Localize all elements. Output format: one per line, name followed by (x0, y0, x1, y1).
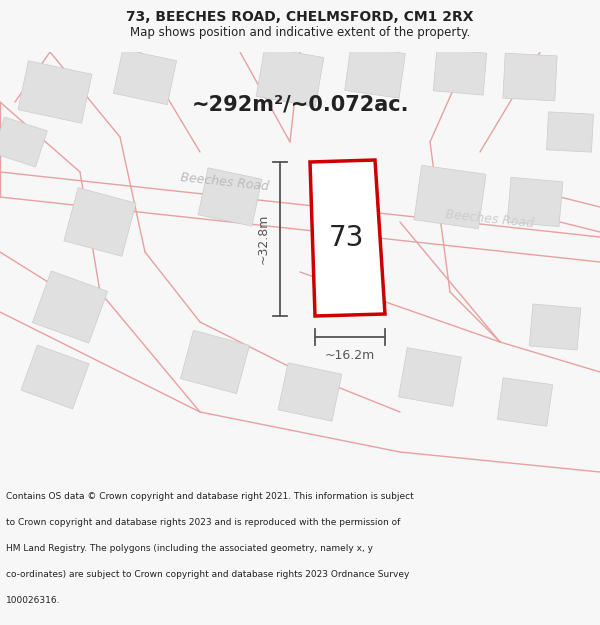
Polygon shape (507, 177, 563, 227)
Text: co-ordinates) are subject to Crown copyright and database rights 2023 Ordnance S: co-ordinates) are subject to Crown copyr… (6, 570, 409, 579)
Text: to Crown copyright and database rights 2023 and is reproduced with the permissio: to Crown copyright and database rights 2… (6, 518, 400, 527)
Polygon shape (414, 165, 486, 229)
Text: 73, BEECHES ROAD, CHELMSFORD, CM1 2RX: 73, BEECHES ROAD, CHELMSFORD, CM1 2RX (126, 11, 474, 24)
Polygon shape (344, 46, 406, 98)
Text: ~16.2m: ~16.2m (325, 349, 375, 362)
Text: 73: 73 (329, 224, 364, 252)
Polygon shape (64, 188, 136, 256)
Text: ~32.8m: ~32.8m (257, 214, 270, 264)
Text: 100026316.: 100026316. (6, 596, 61, 605)
Polygon shape (198, 168, 262, 226)
Text: Beeches Road: Beeches Road (180, 171, 270, 193)
Polygon shape (278, 362, 342, 421)
Polygon shape (503, 53, 557, 101)
Text: ~292m²/~0.072ac.: ~292m²/~0.072ac. (191, 94, 409, 114)
Polygon shape (529, 304, 581, 350)
Polygon shape (0, 117, 47, 167)
Text: Contains OS data © Crown copyright and database right 2021. This information is : Contains OS data © Crown copyright and d… (6, 492, 414, 501)
Polygon shape (433, 49, 487, 95)
Text: Map shows position and indicative extent of the property.: Map shows position and indicative extent… (130, 26, 470, 39)
Polygon shape (547, 112, 593, 152)
Polygon shape (18, 61, 92, 123)
Polygon shape (32, 271, 107, 343)
Polygon shape (113, 49, 176, 105)
Text: HM Land Registry. The polygons (including the associated geometry, namely x, y: HM Land Registry. The polygons (includin… (6, 544, 373, 553)
Polygon shape (310, 160, 385, 316)
Polygon shape (181, 331, 250, 394)
Text: Beeches Road: Beeches Road (445, 208, 535, 230)
Polygon shape (21, 345, 89, 409)
Polygon shape (256, 47, 324, 107)
Polygon shape (398, 348, 461, 406)
Polygon shape (497, 378, 553, 426)
